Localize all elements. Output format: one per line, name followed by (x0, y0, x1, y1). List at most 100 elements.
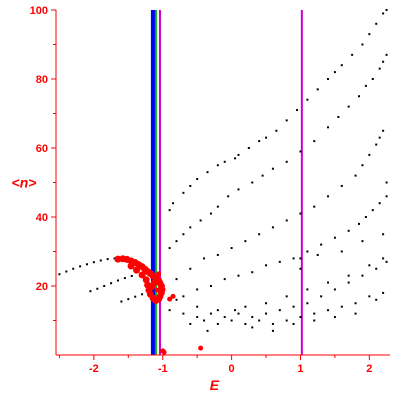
point (292, 257, 295, 260)
x-axis-label: E (210, 377, 220, 393)
point (333, 288, 336, 291)
point (106, 258, 109, 261)
point (182, 312, 185, 315)
point (251, 181, 254, 184)
point (189, 184, 192, 187)
point (361, 274, 364, 277)
point (378, 136, 381, 139)
point (333, 71, 336, 74)
highlight-point (160, 348, 166, 354)
point (306, 250, 309, 253)
highlight-point (170, 293, 176, 299)
point (116, 279, 119, 282)
point (237, 153, 240, 156)
point (182, 295, 185, 298)
point (299, 267, 302, 270)
point (347, 274, 350, 277)
y-tick-label: 40 (36, 212, 48, 224)
point (265, 264, 268, 267)
point (223, 278, 226, 281)
point (285, 295, 288, 298)
point (72, 267, 75, 270)
point (382, 60, 385, 63)
point (368, 264, 371, 267)
point (278, 309, 281, 312)
point (368, 295, 371, 298)
point (209, 212, 212, 215)
point (216, 309, 219, 312)
point (333, 236, 336, 239)
point (203, 257, 206, 260)
highlight-point (138, 271, 146, 279)
point (347, 229, 350, 232)
point (292, 305, 295, 308)
point (234, 157, 237, 160)
point (206, 171, 209, 174)
point (209, 285, 212, 287)
point (285, 160, 288, 163)
point (327, 126, 330, 129)
point (196, 178, 199, 181)
highlight-point (127, 262, 135, 270)
point (299, 316, 302, 319)
point (313, 319, 316, 322)
point (247, 147, 250, 149)
highlight-point (156, 271, 162, 277)
point (385, 9, 388, 11)
point (313, 312, 316, 315)
highlight-point (154, 287, 160, 293)
point (361, 164, 364, 167)
highlight-point (198, 345, 204, 351)
x-tick-label: -1 (158, 363, 168, 375)
point (358, 95, 361, 98)
point (275, 129, 278, 132)
point (196, 305, 199, 308)
axes (55, 10, 390, 356)
point (327, 281, 330, 284)
point (364, 216, 367, 218)
point (371, 209, 374, 212)
point (244, 322, 247, 325)
point (351, 53, 354, 56)
point (79, 265, 82, 268)
point (299, 212, 302, 215)
point (271, 322, 274, 325)
point (175, 278, 178, 281)
point (299, 150, 302, 153)
y-tick-label: 60 (36, 143, 48, 155)
point (196, 316, 199, 319)
point (371, 78, 374, 80)
point (378, 67, 381, 70)
point (375, 143, 378, 146)
point (313, 205, 316, 208)
point (385, 53, 388, 56)
point (368, 33, 371, 36)
y-tick-label: 100 (30, 5, 48, 17)
point (375, 298, 378, 301)
point (278, 260, 281, 263)
point (189, 267, 192, 270)
point (354, 174, 357, 177)
point (285, 219, 288, 222)
y-tick-label: 20 (36, 281, 48, 293)
y-axis-label: <n> (12, 175, 37, 191)
point (358, 222, 361, 225)
highlight-point (142, 276, 150, 284)
point (327, 78, 330, 80)
point (265, 136, 268, 139)
point (120, 300, 123, 303)
point (354, 302, 357, 305)
point (375, 22, 378, 25)
point (306, 98, 309, 101)
point (271, 167, 274, 170)
point (123, 277, 126, 280)
highlight-point (133, 266, 141, 274)
point (347, 105, 350, 108)
point (89, 290, 92, 293)
point (175, 240, 178, 243)
point (227, 195, 230, 198)
point (141, 293, 144, 296)
point (292, 322, 295, 325)
point (216, 322, 219, 325)
